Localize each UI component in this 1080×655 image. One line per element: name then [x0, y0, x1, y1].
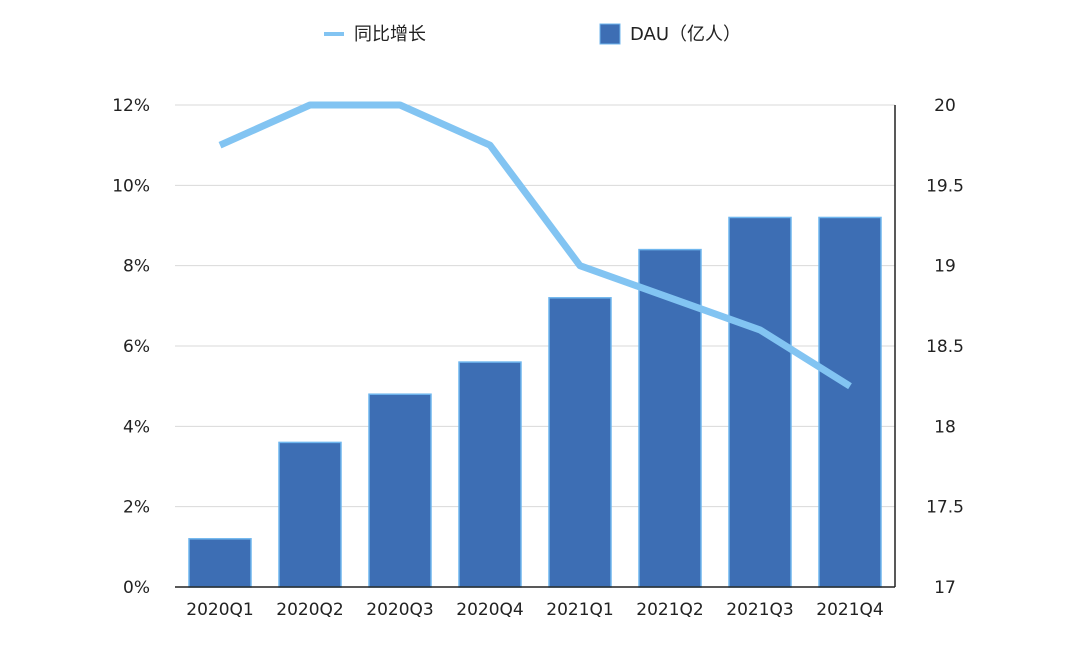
left-tick-label: 12% — [112, 96, 150, 116]
left-tick-label: 2% — [123, 498, 150, 518]
left-axis-tick-labels: 0% 2% 4% 6% 8% 10% 12% — [112, 96, 150, 598]
right-tick-label: 18 — [934, 417, 956, 437]
right-tick-label: 18.5 — [926, 337, 964, 357]
x-tick-label: 2020Q3 — [366, 600, 433, 620]
bar-2021Q3 — [728, 216, 792, 588]
legend-label-dau: DAU（亿人） — [630, 24, 741, 45]
bar-2020Q1 — [188, 538, 252, 588]
x-tick-label: 2021Q4 — [816, 600, 883, 620]
dau-bars — [188, 216, 882, 588]
legend-item-dau: DAU（亿人） — [599, 23, 741, 45]
left-tick-label: 4% — [123, 417, 150, 437]
legend-label-growth: 同比增长 — [354, 24, 426, 45]
axes — [175, 105, 896, 588]
bar-2020Q4 — [458, 361, 522, 588]
x-tick-label: 2021Q2 — [636, 600, 703, 620]
bar-2021Q1 — [548, 297, 612, 588]
bar-2021Q4 — [818, 216, 882, 588]
x-tick-label: 2020Q4 — [456, 600, 523, 620]
right-tick-label: 17 — [934, 578, 956, 598]
x-tick-label: 2021Q3 — [726, 600, 793, 620]
right-tick-label: 17.5 — [926, 498, 964, 518]
legend-bar-swatch — [599, 23, 621, 45]
right-tick-label: 19.5 — [926, 176, 964, 196]
x-axis-tick-labels: 2020Q1 2020Q2 2020Q3 2020Q4 2021Q1 2021Q2 2021… — [186, 600, 883, 620]
growth-series-line — [218, 101, 852, 390]
left-tick-label: 10% — [112, 176, 150, 196]
x-tick-label: 2020Q1 — [186, 600, 253, 620]
legend: 同比增长 DAU（亿人） — [324, 23, 741, 45]
right-axis-tick-labels: 17 17.5 18 18.5 19 19.5 20 — [926, 96, 964, 598]
x-tick-label: 2020Q2 — [276, 600, 343, 620]
bar-2020Q3 — [368, 393, 432, 588]
x-tick-label: 2021Q1 — [546, 600, 613, 620]
right-tick-label: 20 — [934, 96, 956, 116]
left-tick-label: 6% — [123, 337, 150, 357]
left-tick-label: 8% — [123, 257, 150, 277]
bar-2020Q2 — [278, 441, 342, 588]
left-tick-label: 0% — [123, 578, 150, 598]
right-tick-label: 19 — [934, 257, 956, 277]
growth-line — [218, 101, 852, 390]
legend-item-growth: 同比增长 — [324, 24, 426, 45]
